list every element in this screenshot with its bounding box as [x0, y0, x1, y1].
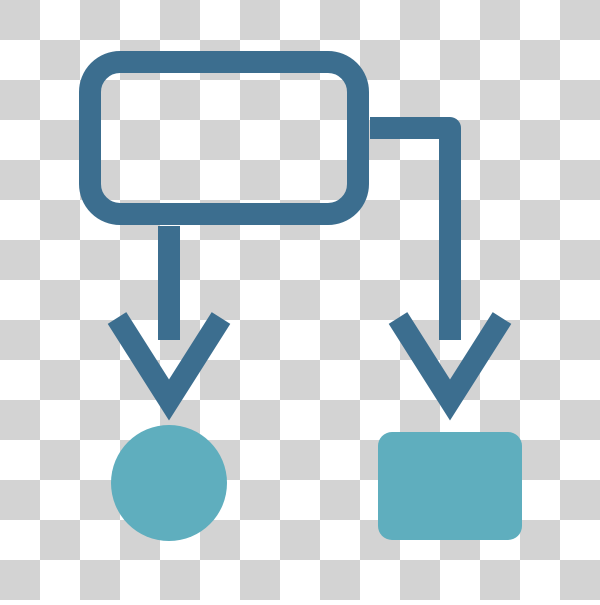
- flowchart-icon: [0, 0, 600, 600]
- node-bottom-circle: [111, 425, 227, 541]
- node-bottom-right-rect: [378, 432, 522, 540]
- flowchart-svg: [0, 0, 600, 600]
